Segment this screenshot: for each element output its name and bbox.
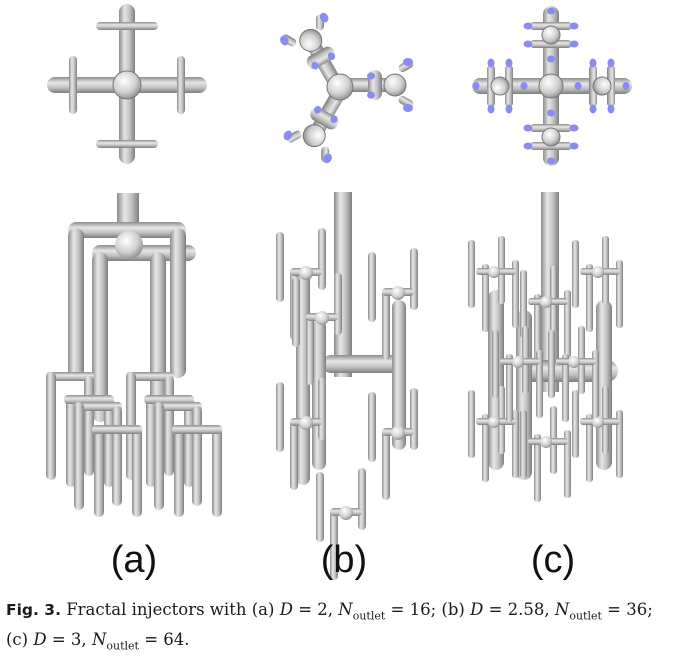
caption-c-d-value: = 3, xyxy=(51,630,87,650)
caption-a-n-value: = 16; xyxy=(390,600,437,619)
panel-label-b: (b) xyxy=(321,539,367,581)
caption-b-prefix: (b) xyxy=(441,600,465,619)
side-view-b xyxy=(276,192,418,580)
panel-label-a: (a) xyxy=(111,539,157,581)
figure-caption: Fig. 3. Fractal injectors with (a) D = 2… xyxy=(6,598,676,659)
side-view-c xyxy=(468,192,623,502)
panel-label-c: (c) xyxy=(531,539,575,581)
caption-c-prefix: (c) xyxy=(6,630,29,650)
caption-a-d-value: = 2, xyxy=(298,600,334,619)
top-view-c xyxy=(472,6,632,166)
caption-b-d: D xyxy=(470,600,484,619)
caption-c-n-value: = 64. xyxy=(144,630,190,650)
caption-b-n-value: = 36; xyxy=(607,600,653,619)
top-view-a xyxy=(47,4,207,164)
caption-b-n-sub: outlet xyxy=(569,609,602,623)
figure-number: Fig. 3. xyxy=(6,601,61,619)
caption-c-n: N xyxy=(91,630,107,650)
caption-c-n-sub: outlet xyxy=(106,639,139,653)
caption-b-d-value: = 2.58, xyxy=(488,600,550,619)
side-view-a xyxy=(46,193,222,517)
caption-c-d: D xyxy=(33,630,47,650)
caption-b-n: N xyxy=(554,600,570,619)
caption-a-d: D xyxy=(279,600,293,619)
caption-a-prefix: (a) xyxy=(251,600,275,619)
caption-a-n-sub: outlet xyxy=(352,609,386,623)
top-view-b xyxy=(276,9,414,167)
caption-a-n: N xyxy=(338,600,353,619)
caption-lead: Fractal injectors with xyxy=(66,600,247,619)
figure-3: (a) (b) (c) xyxy=(46,4,632,581)
